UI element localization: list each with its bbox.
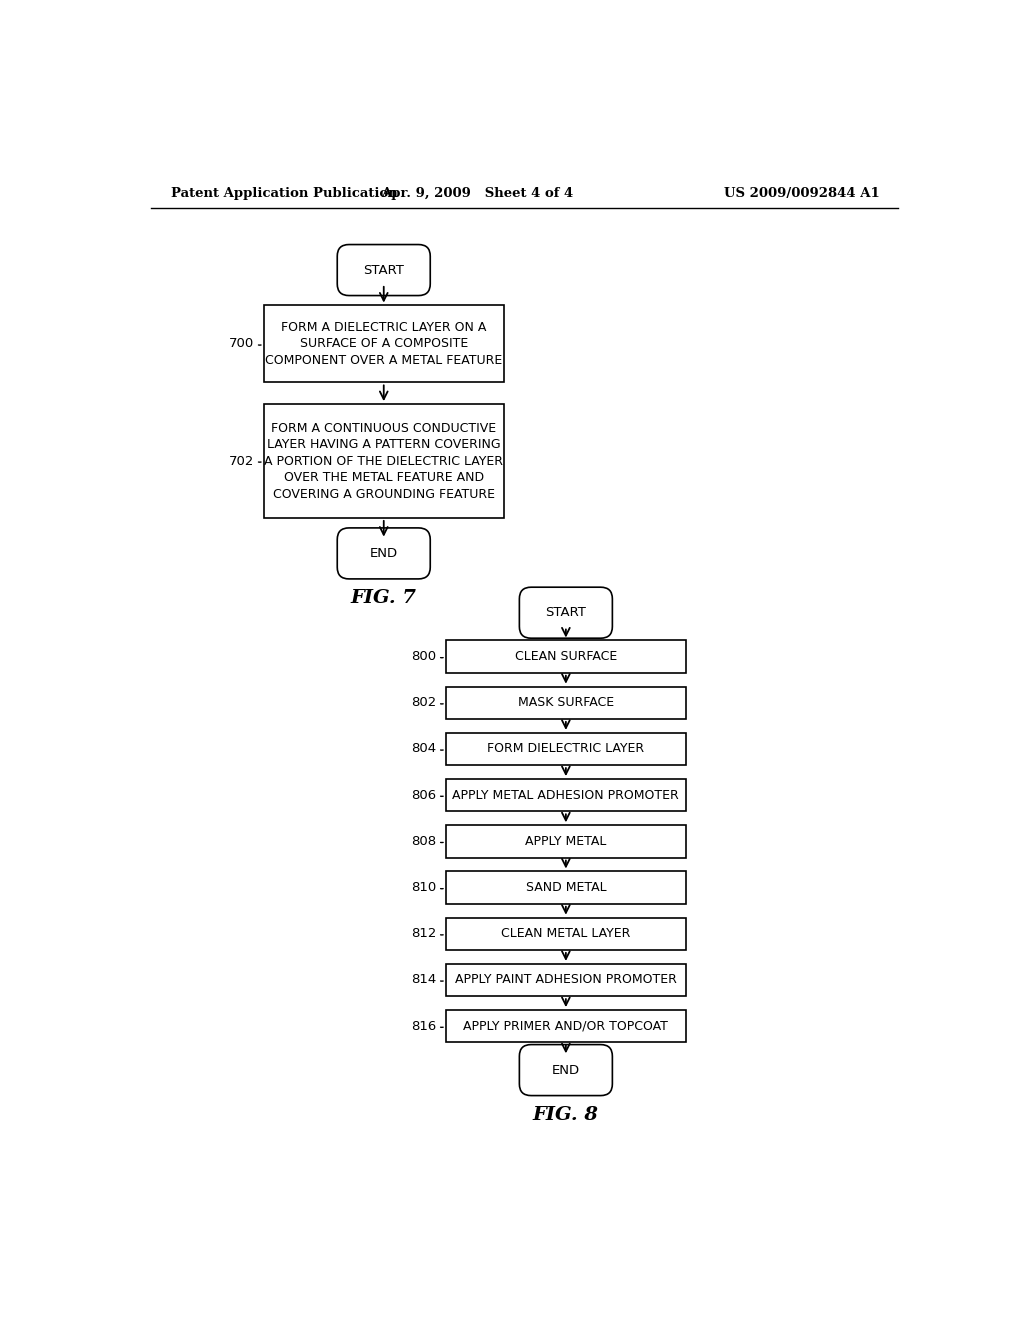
Text: FIG. 8: FIG. 8 xyxy=(532,1106,599,1123)
Text: FORM A CONTINUOUS CONDUCTIVE
LAYER HAVING A PATTERN COVERING
A PORTION OF THE DI: FORM A CONTINUOUS CONDUCTIVE LAYER HAVIN… xyxy=(264,421,503,500)
Text: 802: 802 xyxy=(412,696,436,709)
Text: 800: 800 xyxy=(412,649,436,663)
FancyBboxPatch shape xyxy=(445,1010,686,1043)
FancyBboxPatch shape xyxy=(337,244,430,296)
Text: 816: 816 xyxy=(412,1019,436,1032)
Text: APPLY METAL ADHESION PROMOTER: APPLY METAL ADHESION PROMOTER xyxy=(453,788,679,801)
Text: CLEAN METAL LAYER: CLEAN METAL LAYER xyxy=(501,927,631,940)
Text: 702: 702 xyxy=(229,454,254,467)
FancyBboxPatch shape xyxy=(519,1044,612,1096)
FancyBboxPatch shape xyxy=(445,917,686,950)
FancyBboxPatch shape xyxy=(445,686,686,719)
FancyBboxPatch shape xyxy=(445,733,686,766)
Text: 812: 812 xyxy=(411,927,436,940)
FancyBboxPatch shape xyxy=(445,825,686,858)
Text: FIG. 7: FIG. 7 xyxy=(351,589,417,607)
Text: 810: 810 xyxy=(412,880,436,894)
FancyBboxPatch shape xyxy=(445,779,686,812)
FancyBboxPatch shape xyxy=(445,964,686,997)
Text: FORM A DIELECTRIC LAYER ON A
SURFACE OF A COMPOSITE
COMPONENT OVER A METAL FEATU: FORM A DIELECTRIC LAYER ON A SURFACE OF … xyxy=(265,321,503,367)
Text: CLEAN SURFACE: CLEAN SURFACE xyxy=(515,649,617,663)
FancyBboxPatch shape xyxy=(445,871,686,904)
Text: APPLY PRIMER AND/OR TOPCOAT: APPLY PRIMER AND/OR TOPCOAT xyxy=(464,1019,669,1032)
Text: US 2009/0092844 A1: US 2009/0092844 A1 xyxy=(724,186,880,199)
FancyBboxPatch shape xyxy=(263,404,504,517)
Text: START: START xyxy=(364,264,404,277)
Text: APPLY METAL: APPLY METAL xyxy=(525,834,606,847)
FancyBboxPatch shape xyxy=(519,587,612,638)
FancyBboxPatch shape xyxy=(263,305,504,383)
FancyBboxPatch shape xyxy=(337,528,430,579)
Text: 808: 808 xyxy=(412,834,436,847)
Text: 804: 804 xyxy=(412,742,436,755)
Text: 814: 814 xyxy=(412,973,436,986)
Text: SAND METAL: SAND METAL xyxy=(525,880,606,894)
Text: END: END xyxy=(552,1064,580,1077)
Text: Patent Application Publication: Patent Application Publication xyxy=(171,186,397,199)
Text: 700: 700 xyxy=(229,338,254,351)
Text: END: END xyxy=(370,546,397,560)
Text: Apr. 9, 2009   Sheet 4 of 4: Apr. 9, 2009 Sheet 4 of 4 xyxy=(381,186,572,199)
Text: FORM DIELECTRIC LAYER: FORM DIELECTRIC LAYER xyxy=(487,742,644,755)
FancyBboxPatch shape xyxy=(445,640,686,673)
Text: 806: 806 xyxy=(412,788,436,801)
Text: APPLY PAINT ADHESION PROMOTER: APPLY PAINT ADHESION PROMOTER xyxy=(455,973,677,986)
Text: MASK SURFACE: MASK SURFACE xyxy=(518,696,614,709)
Text: START: START xyxy=(546,606,587,619)
